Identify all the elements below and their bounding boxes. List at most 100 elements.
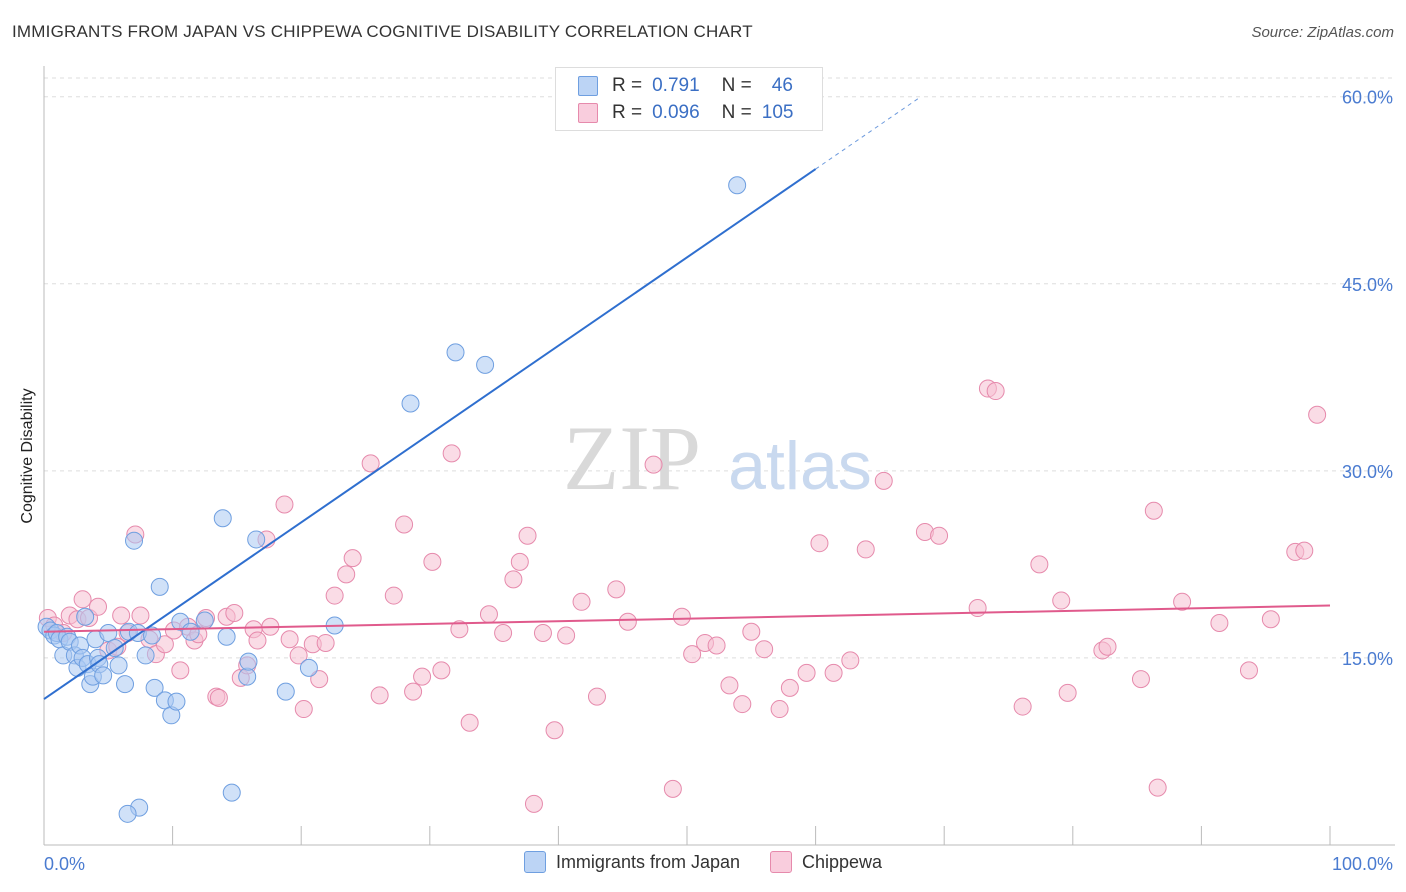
chippewa-point [780,678,799,697]
chippewa-point [460,713,479,732]
chippewa-point [1210,614,1229,633]
chippewa-point [770,700,789,719]
chippewa-point [131,606,150,625]
japan-point [105,638,124,657]
japan-trend-extension [815,97,919,170]
legend-label-chippewa: Chippewa [802,851,883,872]
legend-row-japan: R = 0.791 N = 46 [578,73,793,99]
y-tick-label: 15.0% [1342,649,1393,669]
chippewa-point [89,597,108,616]
legend-n-label: N = [721,75,752,96]
chart-title: IMMIGRANTS FROM JAPAN VS CHIPPEWA COGNIT… [12,22,753,41]
japan-point [94,666,113,685]
japan-point [143,626,162,645]
japan-point [76,607,95,626]
chippewa-point [524,794,543,813]
chippewa-point [209,688,228,707]
chippewa-point [510,552,529,571]
chippewa-point [395,515,414,534]
chippewa-point [557,626,576,645]
legend-r-label: R = [612,75,643,96]
chippewa-legend-swatch [770,851,792,873]
chippewa-point [1148,778,1167,797]
series-legend: Immigrants from Japan Chippewa [0,851,1406,873]
japan-swatch [578,76,598,96]
chippewa-point [1144,501,1163,520]
chippewa-point [1295,541,1314,560]
chippewa-point [155,635,174,654]
chippewa-point [533,623,552,642]
x-tick-label: 100.0% [1332,854,1393,874]
chippewa-point [504,570,523,589]
chippewa-point [479,605,498,624]
chippewa-point [841,651,860,670]
chippewa-point [325,586,344,605]
chippewa-point [1131,670,1150,689]
japan-point [195,611,214,630]
chippewa-point [248,631,267,650]
chippewa-trend-line [43,604,1331,633]
chippewa-point [1052,591,1071,610]
y-tick-label: 45.0% [1342,275,1393,295]
chippewa-point [1239,661,1258,680]
japan-point [118,804,137,823]
chippewa-point [423,552,442,571]
japan-point [247,530,266,549]
japan-point [299,658,318,677]
watermark-zip: ZIP [563,407,701,509]
legend-r-label: R = [612,102,643,123]
chippewa-point [930,526,949,545]
chippewa-point [442,444,461,463]
legend-n-value: 46 [771,75,793,96]
chippewa-point [663,779,682,798]
chippewa-point [518,526,537,545]
japan-point [213,509,232,528]
japan-point [239,652,258,671]
x-tick-label: 0.0% [44,854,85,874]
chippewa-point [494,623,513,642]
japan-point [116,675,135,694]
legend-item-chippewa: Chippewa [770,851,882,873]
japan-point [728,176,747,195]
chippewa-point [986,382,1005,401]
chippewa-point [1098,637,1117,656]
chippewa-point [856,540,875,559]
japan-point [181,622,200,641]
chippewa-point [432,661,451,680]
stats-legend: R = 0.791 N = 46 R = 0.096 N = 105 [555,67,823,131]
grid-lines [44,77,1395,659]
chippewa-point [337,565,356,584]
legend-row-chippewa: R = 0.096 N = 105 [578,100,793,126]
legend-n-value: 105 [761,102,794,123]
chippewa-point [874,471,893,490]
japan-point [238,667,257,686]
chippewa-point [73,590,92,609]
japan-point [401,394,420,413]
japan-point [145,678,164,697]
chippewa-point [1030,555,1049,574]
chippewa-point [1058,683,1077,702]
japan-trend-line [43,168,817,700]
chippewa-point [112,606,131,625]
chippewa-point [733,695,752,714]
chippewa-point [316,633,335,652]
chart-source: Source: ZipAtlas.com [1251,24,1394,41]
chippewa-point [404,682,423,701]
chippewa-point [171,661,190,680]
chippewa-point [343,549,362,568]
japan-point [125,531,144,550]
japan-point [476,355,495,374]
watermark: ZIP atlas [563,407,872,509]
legend-n-label: N = [721,102,752,123]
chippewa-point [968,599,987,618]
chippewa-point [310,670,329,689]
chippewa-point [644,455,663,474]
chippewa-point [280,630,299,649]
chippewa-point [683,645,702,664]
japan-point [99,623,118,642]
chippewa-point [545,721,564,740]
chippewa-point [1308,405,1327,424]
chippewa-point [294,700,313,719]
chippewa-point [720,676,739,695]
